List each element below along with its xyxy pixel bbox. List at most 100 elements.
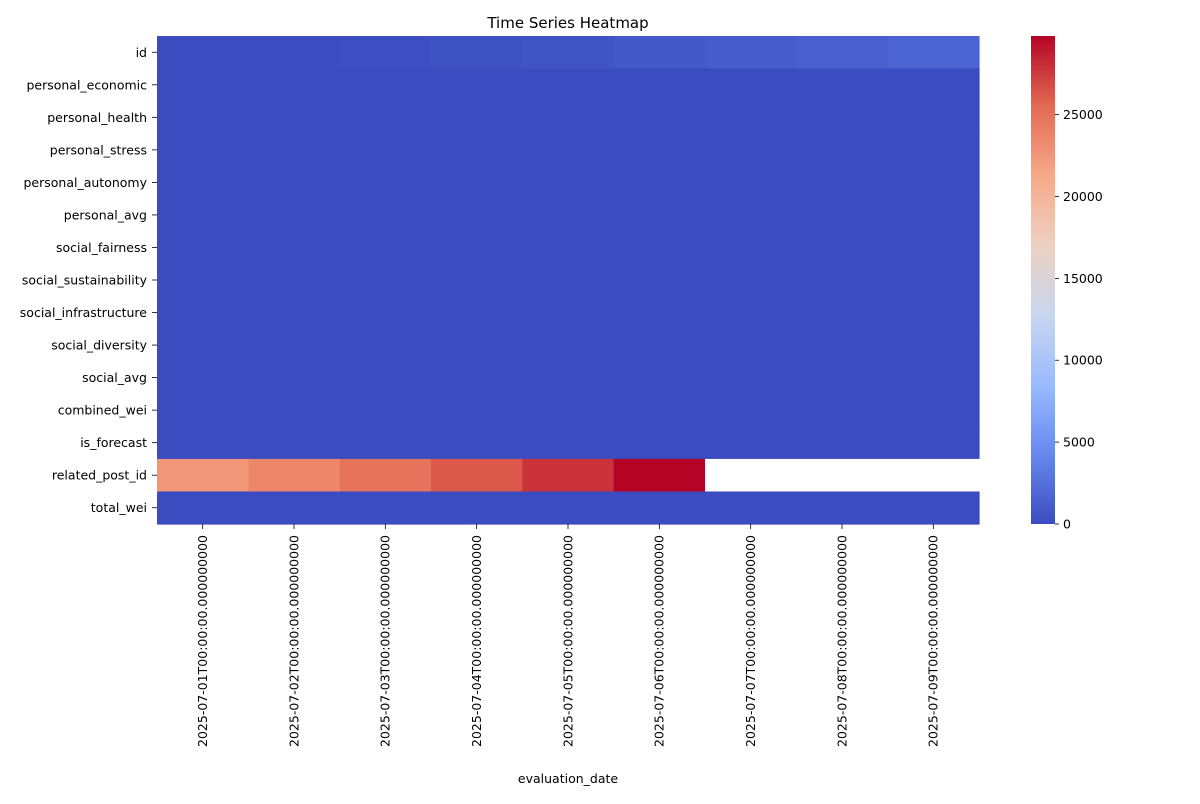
colorbar-tick-label: 10000 — [1063, 353, 1103, 368]
heatmap-cell — [157, 296, 249, 330]
heatmap-cell — [796, 263, 889, 297]
heatmap-cell — [431, 263, 523, 297]
heatmap-cell — [157, 166, 249, 200]
y-tick-label: social_avg — [82, 370, 147, 385]
y-tick-label: personal_avg — [64, 207, 147, 222]
heatmap-cell — [431, 133, 523, 167]
y-tick-label: is_forecast — [80, 435, 147, 450]
heatmap-cell — [705, 198, 797, 232]
heatmap-cell — [339, 68, 432, 102]
heatmap-cell — [887, 36, 980, 70]
heatmap-cell — [248, 263, 341, 297]
heatmap-cell — [613, 361, 706, 395]
heatmap-cell — [248, 361, 341, 395]
heatmap-cell — [157, 36, 249, 70]
heatmap-cell — [522, 458, 615, 493]
heatmap-cell — [796, 231, 889, 265]
heatmap-cell — [339, 198, 432, 232]
heatmap-cell — [431, 426, 523, 460]
heatmap-cell — [887, 231, 980, 265]
heatmap-cell — [705, 491, 797, 525]
heatmap-cell — [796, 198, 889, 232]
heatmap-cell — [613, 491, 706, 525]
y-tick-label: social_fairness — [56, 240, 147, 255]
heatmap-cell — [887, 491, 980, 525]
heatmap-cell — [887, 101, 980, 135]
x-tick-label: 2025-07-07T00:00:00.000000000 — [743, 535, 758, 747]
heatmap-cell — [339, 101, 432, 135]
heatmap-cell — [887, 133, 980, 167]
heatmap-cell — [887, 426, 980, 460]
y-tick-label: social_infrastructure — [20, 305, 148, 320]
heatmap-cell — [522, 426, 615, 460]
heatmap-cell — [613, 133, 706, 167]
heatmap-cell — [248, 393, 341, 427]
heatmap-cell — [613, 231, 706, 265]
heatmap-cell — [248, 296, 341, 330]
x-tick-label: 2025-07-08T00:00:00.000000000 — [834, 535, 849, 747]
heatmap-cell — [431, 393, 523, 427]
x-axis-label: evaluation_date — [518, 771, 618, 786]
heatmap-cell — [431, 361, 523, 395]
x-tick-label: 2025-07-03T00:00:00.000000000 — [378, 535, 393, 747]
heatmap-cell — [522, 231, 615, 265]
heatmap-cell — [339, 393, 432, 427]
heatmap-cell — [705, 68, 797, 102]
heatmap-cell — [339, 426, 432, 460]
heatmap-cell — [796, 491, 889, 525]
heatmap-cell — [613, 426, 706, 460]
heatmap-cell — [613, 458, 706, 493]
heatmap-cell — [705, 36, 797, 70]
x-tick-label: 2025-07-09T00:00:00.000000000 — [926, 535, 941, 747]
heatmap-cell — [613, 68, 706, 102]
heatmap-cell — [157, 263, 249, 297]
heatmap-cell — [522, 263, 615, 297]
heatmap-cell — [887, 393, 980, 427]
heatmap-cell — [339, 458, 432, 493]
heatmap-cell — [796, 361, 889, 395]
heatmap-cell — [248, 231, 341, 265]
heatmap-cell — [522, 491, 615, 525]
heatmap-cell — [339, 133, 432, 167]
heatmap-cell — [431, 101, 523, 135]
heatmap-cell — [705, 426, 797, 460]
heatmap-cell — [522, 101, 615, 135]
heatmap-cell — [705, 328, 797, 362]
x-tick-label: 2025-07-02T00:00:00.000000000 — [286, 535, 301, 747]
heatmap-cell — [157, 133, 249, 167]
x-tick-label: 2025-07-04T00:00:00.000000000 — [469, 535, 484, 747]
y-tick-label: related_post_id — [52, 468, 147, 483]
x-tick-labels: 2025-07-01T00:00:00.000000000 2025-07-02T… — [195, 524, 941, 747]
heatmap-cell — [157, 426, 249, 460]
heatmap-cell — [705, 133, 797, 167]
heatmap-cell — [887, 198, 980, 232]
heatmap-cell — [431, 491, 523, 525]
heatmap-cell — [796, 101, 889, 135]
heatmap-cell — [796, 68, 889, 102]
heatmap-cell — [887, 263, 980, 297]
heatmap-cell — [339, 491, 432, 525]
heatmap-cell — [613, 36, 706, 70]
heatmap-cell — [613, 198, 706, 232]
heatmap-cell — [796, 36, 889, 70]
x-tick-label: 2025-07-01T00:00:00.000000000 — [195, 535, 210, 747]
heatmap-cell — [339, 166, 432, 200]
colorbar-tick-label: 5000 — [1063, 435, 1095, 450]
heatmap-cell — [157, 68, 249, 102]
heatmap-cell — [157, 101, 249, 135]
heatmap-cell — [796, 458, 889, 493]
y-tick-label: social_diversity — [51, 338, 147, 353]
x-tick-label: 2025-07-06T00:00:00.000000000 — [652, 535, 667, 747]
heatmap-cell — [613, 166, 706, 200]
heatmap-cell — [339, 328, 432, 362]
y-tick-label: personal_autonomy — [23, 175, 147, 190]
y-tick-label: combined_wei — [58, 403, 147, 418]
heatmap-cell — [248, 101, 341, 135]
heatmap-cell — [705, 231, 797, 265]
heatmap-cell — [248, 68, 341, 102]
x-tick-label: 2025-07-05T00:00:00.000000000 — [560, 535, 575, 747]
heatmap-cell — [796, 328, 889, 362]
colorbar-tick-label: 25000 — [1063, 107, 1103, 122]
